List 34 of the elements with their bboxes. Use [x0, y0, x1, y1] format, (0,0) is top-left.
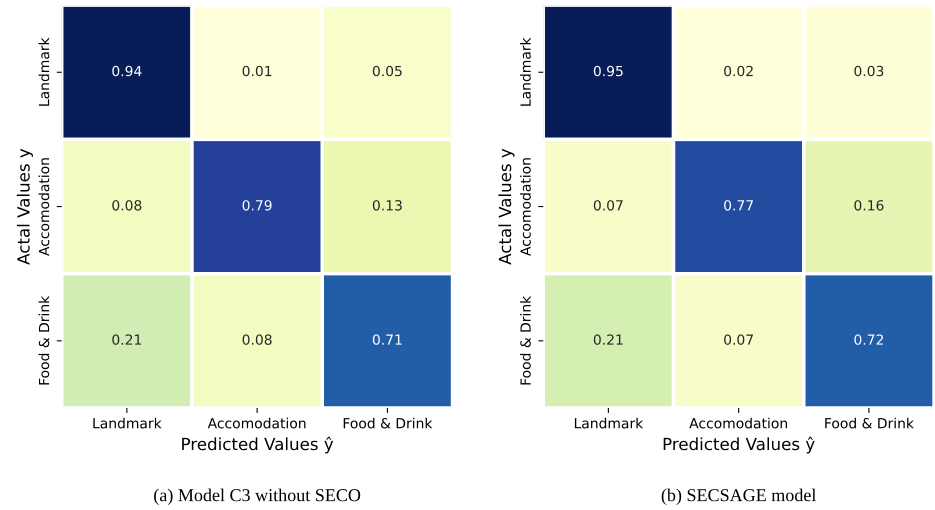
- y-tick-label: Landmark: [520, 37, 531, 106]
- x-tick-label: Food & Drink: [825, 418, 914, 428]
- y-tick-label: Accomodation: [38, 158, 50, 256]
- x-axis-title: Predicted Values ŷ: [664, 436, 815, 454]
- text: (b) SECSAGE model: [662, 488, 816, 505]
- data-label: 0.03: [854, 66, 884, 76]
- y-tick-label: Landmark: [38, 37, 50, 106]
- data-label: 0.05: [372, 66, 402, 76]
- x-axis-title: Predicted Values ŷ: [182, 436, 334, 454]
- y-axis-title: Actal Values y: [16, 148, 33, 265]
- data-label: 0.77: [724, 200, 753, 211]
- data-label: 0.21: [112, 334, 142, 345]
- x-tick-label: Landmark: [93, 418, 162, 428]
- x-tick-label: Food & Drink: [344, 418, 432, 428]
- y-axis-title: Actal Values y: [498, 148, 515, 265]
- text: (a) Model C3 without SECO: [154, 488, 360, 505]
- data-label: 0.16: [854, 200, 884, 211]
- y-tick-label: Accomodation: [520, 158, 531, 256]
- data-label: 0.08: [242, 334, 272, 345]
- x-tick-label: Landmark: [574, 418, 644, 428]
- x-tick-label: Accomodation: [208, 418, 306, 428]
- data-label: 0.07: [724, 334, 753, 345]
- data-label: 0.72: [854, 334, 883, 345]
- data-label: 0.21: [594, 334, 623, 345]
- x-tick-label: Accomodation: [689, 418, 787, 428]
- data-label: 0.13: [372, 200, 402, 211]
- data-label: 0.95: [594, 66, 623, 76]
- data-label: 0.94: [112, 66, 142, 76]
- data-label: 0.01: [242, 66, 272, 76]
- data-label: 0.02: [724, 66, 753, 76]
- data-label: 0.79: [242, 200, 272, 211]
- data-label: 0.71: [372, 334, 402, 345]
- data-label: 0.07: [594, 200, 623, 211]
- data-label: 0.08: [112, 200, 142, 211]
